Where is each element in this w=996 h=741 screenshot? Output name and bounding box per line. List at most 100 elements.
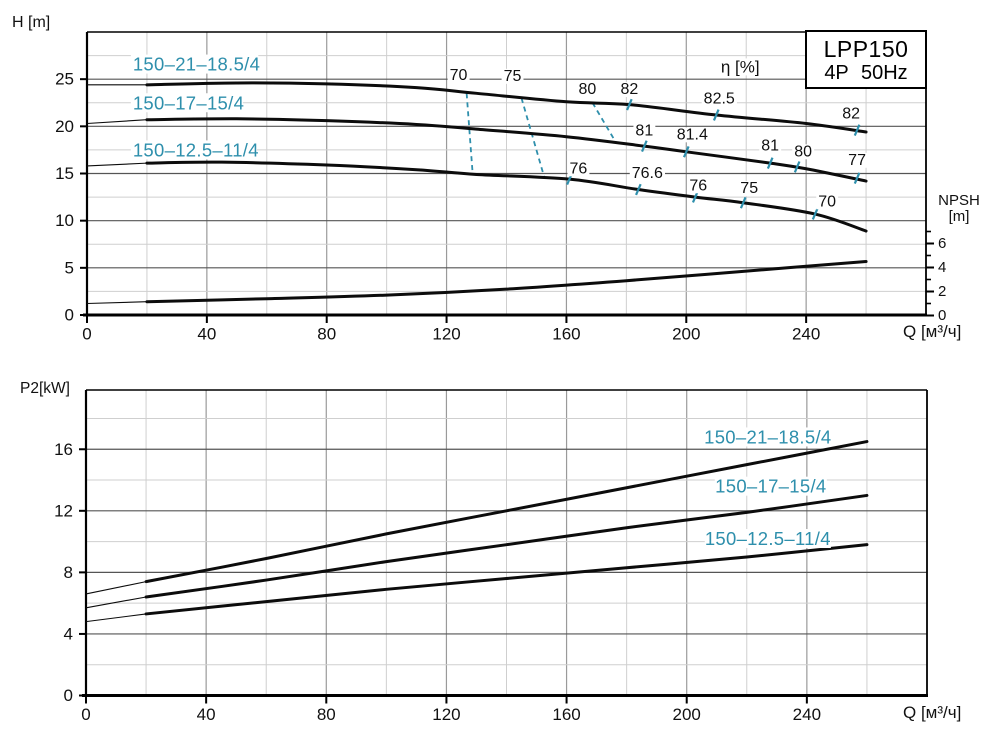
curve-leadin-150–21–18.5/4 [85,581,147,595]
series-label: 150–12.5–11/4 [705,528,831,549]
npsh-axis-unit: [m] [948,208,970,225]
y-tick-label: 12 [54,501,73,520]
y-tick-label: 25 [55,70,74,89]
label-mask [792,144,815,160]
y-tick-label: 16 [54,440,73,459]
curve-leadin-150–12.5–11/4 [85,613,147,623]
y-tick-label: 5 [65,258,74,277]
efficiency-tick-mark [811,208,819,220]
flow-axis-label-bottom: Q [м³/ч] [903,703,962,722]
efficiency-tick-mark [626,98,633,111]
efficiency-tick-mark [766,157,774,169]
curve-150–17–15/4 [145,117,868,183]
efficiency-label: 75 [740,180,758,197]
series-label: 150–17–15/4 [133,92,244,113]
head-axis-label: H [m] [12,14,51,31]
y-tick-label: 0 [64,686,73,705]
efficiency-label: 80 [794,143,812,160]
label-mask [701,91,737,107]
curve-NPSH [145,260,868,304]
efficiency-dashed-line-80 [591,102,618,144]
efficiency-tick-mark [853,124,861,136]
label-mask [567,161,590,177]
efficiency-label: 81.4 [677,126,708,143]
curve-150–12.5–11/4 [145,160,868,233]
label-mask [130,54,259,74]
efficiency-label: 77 [848,152,866,169]
x-tick-label: 80 [317,705,336,724]
label-mask [816,194,839,210]
npsh-axis-title: NPSH [938,192,980,209]
curve-150–21–18.5/4 [145,81,868,134]
efficiency-tick-mark [641,140,648,152]
label-mask [130,140,257,160]
label-mask [846,152,869,168]
label-mask [718,58,762,76]
efficiency-tick-mark [691,191,699,203]
efficiency-tick-mark [712,109,720,121]
efficiency-tick-mark [853,172,861,185]
label-mask [629,166,666,181]
efficiency-label: 82 [620,81,638,98]
efficiency-label: 76 [689,177,707,194]
label-mask [576,82,599,98]
efficiency-tick-mark [739,196,747,209]
x-tick-label: 0 [81,705,90,724]
label-mask [447,67,470,83]
efficiency-tick-mark [635,183,642,196]
x-tick-label: 80 [317,325,336,344]
x-tick-label: 120 [432,325,460,344]
efficiency-label: 70 [818,193,836,210]
efficiency-label: 81 [635,123,653,140]
label-mask [704,427,832,447]
series-label: 150–21–18.5/4 [704,426,831,447]
npsh-tick-label: 6 [938,235,946,252]
x-tick-label: 240 [793,705,821,724]
efficiency-label: 75 [504,68,522,85]
label-mask [759,138,782,154]
x-tick-label: 160 [552,705,580,724]
curve-leadin-NPSH [86,301,147,305]
label-mask [714,476,827,496]
npsh-tick-label: 2 [938,283,946,300]
x-tick-label: 40 [197,705,216,724]
curve-150–17–15/4 [144,493,869,599]
curve-leadin-150–17–15/4 [85,596,147,609]
power-axis-label: P2[kW] [20,380,70,397]
efficiency-label: 81 [761,138,779,155]
x-tick-label: 40 [197,325,216,344]
x-tick-label: 200 [672,325,700,344]
efficiency-tick-mark [793,161,801,173]
label-mask [738,181,761,197]
efficiency-tick-mark [682,145,690,158]
title-box: LPP150 4P 50Hz [805,30,927,89]
x-tick-label: 200 [673,705,701,724]
pump-model-title: LPP150 [823,35,909,62]
label-mask [633,123,656,139]
efficiency-dashed-line-70 [465,93,474,174]
series-label: 150–12.5–11/4 [133,139,259,160]
label-mask [674,127,710,143]
flow-axis-label-top: Q [м³/ч] [903,322,962,341]
curve-leadin-150–17–15/4 [86,119,147,125]
efficiency-label: 70 [450,67,468,84]
series-label: 150–21–18.5/4 [133,54,260,75]
x-tick-label: 120 [432,705,460,724]
y-tick-label: 0 [65,306,74,325]
efficiency-label: 76.6 [632,165,663,182]
label-mask [501,68,524,84]
x-tick-label: 240 [792,325,820,344]
curve-150–12.5–11/4 [144,543,869,616]
y-tick-label: 10 [55,211,74,230]
curve-leadin-150–12.5–11/4 [86,162,147,167]
efficiency-label: 76 [570,160,588,177]
pump-speed-subtitle: 4P 50Hz [824,61,908,84]
curve-150–21–18.5/4 [144,440,869,584]
npsh-axis-label: NPSH [m] [928,193,990,225]
label-mask [840,106,863,122]
label-mask [130,93,243,113]
x-tick-label: 0 [82,325,91,344]
efficiency-axis-label: η [%] [721,57,760,76]
